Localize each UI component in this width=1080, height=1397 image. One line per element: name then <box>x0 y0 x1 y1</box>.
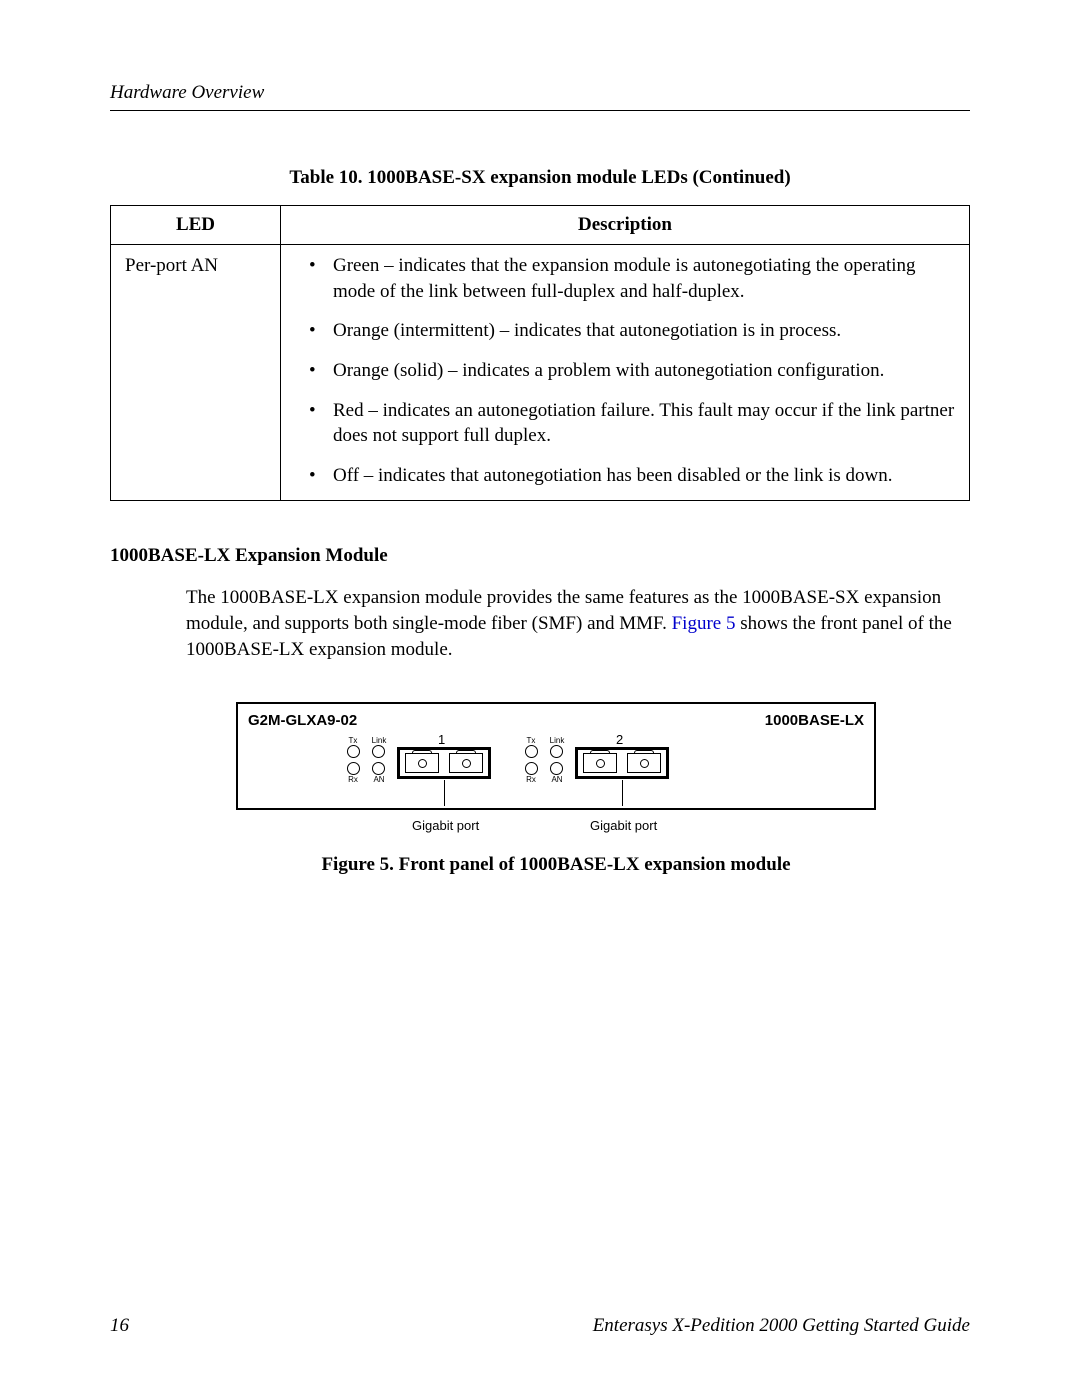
led-icon <box>372 745 385 758</box>
led-label-tx: Tx <box>522 736 540 745</box>
led-row <box>516 745 572 758</box>
led-icon <box>525 762 538 775</box>
figure-link[interactable]: Figure 5 <box>672 613 736 634</box>
list-item: Red – indicates an autonegotiation failu… <box>309 398 955 449</box>
led-label-row-top: Tx Link <box>338 736 394 745</box>
list-item: Green – indicates that the expansion mod… <box>309 253 955 304</box>
figure-caption: Figure 5. Front panel of 1000BASE-LX exp… <box>236 854 876 876</box>
led-cell: Per-port AN <box>111 245 281 501</box>
figure-wrap: G2M-GLXA9-02 1000BASE-LX Tx Link <box>236 702 876 876</box>
callout-line-icon <box>444 780 445 806</box>
connector-icon <box>576 748 668 778</box>
connector-dot-icon <box>640 759 649 768</box>
led-icon <box>525 745 538 758</box>
list-item: Orange (intermittent) – indicates that a… <box>309 318 955 344</box>
list-item: Off – indicates that autonegotiation has… <box>309 463 955 489</box>
col-header-desc: Description <box>281 206 970 245</box>
callout-text-2: Gigabit port <box>590 818 657 833</box>
header-rule <box>110 110 970 111</box>
led-label-row-top: Tx Link <box>516 736 572 745</box>
port-number: 2 <box>616 732 623 747</box>
table-row: Per-port AN Green – indicates that the e… <box>111 245 970 501</box>
header-label: Hardware Overview <box>110 82 970 104</box>
led-label-rx: Rx <box>522 775 540 784</box>
connector-sub-icon <box>449 753 483 773</box>
connector-dot-icon <box>462 759 471 768</box>
page-number: 16 <box>110 1315 129 1337</box>
callout-text-1: Gigabit port <box>412 818 479 833</box>
led-row <box>338 762 394 775</box>
led-label-row-bottom: Rx AN <box>516 775 572 784</box>
led-label-tx: Tx <box>344 736 362 745</box>
footer: 16 Enterasys X-Pedition 2000 Getting Sta… <box>110 1315 970 1337</box>
led-icon <box>347 745 360 758</box>
port-number: 1 <box>438 732 445 747</box>
panel-model-label: G2M-GLXA9-02 <box>248 712 357 729</box>
led-icon <box>550 762 563 775</box>
callout-line-icon <box>622 780 623 806</box>
connector-dot-icon <box>596 759 605 768</box>
module-panel: G2M-GLXA9-02 1000BASE-LX Tx Link <box>236 702 876 810</box>
port-group-2: Tx Link Rx AN 2 <box>516 736 746 796</box>
connector-sub-icon <box>405 753 439 773</box>
led-label-rx: Rx <box>344 775 362 784</box>
connector-icon <box>398 748 490 778</box>
led-label-link: Link <box>370 736 388 745</box>
list-item: Orange (solid) – indicates a problem wit… <box>309 358 955 384</box>
led-label-link: Link <box>548 736 566 745</box>
led-icon <box>550 745 563 758</box>
led-label-row-bottom: Rx AN <box>338 775 394 784</box>
connector-sub-icon <box>583 753 617 773</box>
table-header-row: LED Description <box>111 206 970 245</box>
section-heading: 1000BASE-LX Expansion Module <box>110 545 970 567</box>
led-table: LED Description Per-port AN Green – indi… <box>110 205 970 501</box>
desc-cell: Green – indicates that the expansion mod… <box>281 245 970 501</box>
leds-block: Tx Link Rx AN <box>516 736 572 784</box>
body-paragraph: The 1000BASE-LX expansion module provide… <box>186 585 970 662</box>
col-header-led: LED <box>111 206 281 245</box>
led-label-an: AN <box>370 775 388 784</box>
table-caption: Table 10. 1000BASE-SX expansion module L… <box>110 167 970 189</box>
led-icon <box>347 762 360 775</box>
footer-title: Enterasys X-Pedition 2000 Getting Starte… <box>593 1315 970 1337</box>
panel-type-label: 1000BASE-LX <box>765 712 864 729</box>
led-row <box>338 745 394 758</box>
bullet-list: Green – indicates that the expansion mod… <box>309 253 955 488</box>
led-label-an: AN <box>548 775 566 784</box>
connector-dot-icon <box>418 759 427 768</box>
led-row <box>516 762 572 775</box>
led-icon <box>372 762 385 775</box>
leds-block: Tx Link Rx AN <box>338 736 394 784</box>
connector-sub-icon <box>627 753 661 773</box>
